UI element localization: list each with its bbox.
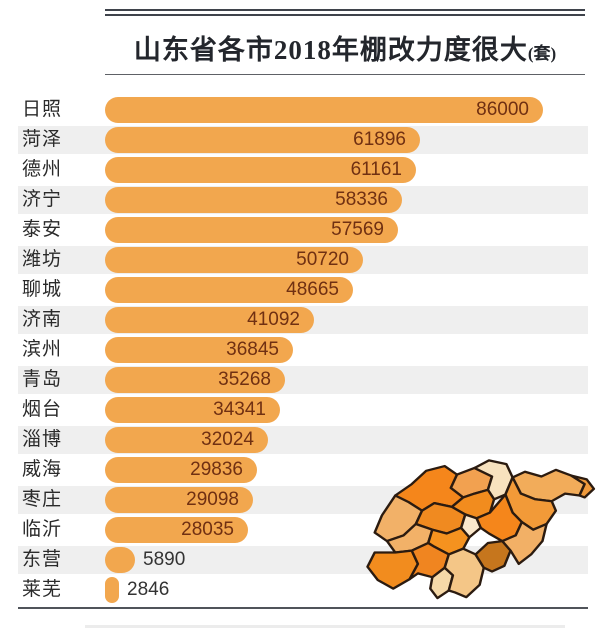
chart-row: 济宁 58336 — [0, 185, 600, 215]
shandong-map — [366, 459, 596, 600]
value-label-inside: 28035 — [181, 519, 234, 540]
chart-row: 济南 41092 — [0, 305, 600, 335]
value-label-inside: 32024 — [201, 429, 254, 450]
value-bar — [105, 457, 257, 483]
chart-row: 日照 86000 — [0, 95, 600, 125]
chart-row: 菏泽 61896 — [0, 125, 600, 155]
chart-row: 德州 61161 — [0, 155, 600, 185]
value-bar — [105, 427, 268, 453]
city-label: 滨州 — [22, 339, 63, 360]
value-bar — [105, 367, 285, 393]
chart-title-text: 山东省各市2018年棚改力度很大 — [133, 35, 528, 65]
city-label: 聊城 — [22, 279, 63, 300]
city-label: 日照 — [22, 99, 63, 120]
value-label-inside: 48665 — [286, 279, 339, 300]
city-label: 淄博 — [22, 429, 63, 450]
value-label-inside: 86000 — [476, 99, 529, 120]
value-label-inside: 36845 — [226, 339, 279, 360]
value-bar — [105, 547, 135, 573]
value-bar — [105, 247, 363, 273]
value-label-inside: 41092 — [247, 309, 300, 330]
value-label-outside: 5890 — [143, 549, 186, 570]
value-label-inside: 57569 — [331, 219, 384, 240]
value-bar — [105, 217, 398, 243]
value-bar — [105, 277, 353, 303]
value-label-inside: 58336 — [335, 189, 388, 210]
city-label: 菏泽 — [22, 129, 63, 150]
value-bar — [105, 127, 420, 153]
chart-row: 威海 29836 — [0, 455, 600, 485]
chart-row: 滨州 36845 — [0, 335, 600, 365]
value-label-inside: 61161 — [350, 159, 402, 180]
value-label-inside: 29098 — [186, 489, 239, 510]
bottom-artifact — [85, 625, 565, 628]
city-label: 济宁 — [22, 189, 63, 210]
value-bar — [105, 97, 543, 123]
map-region-coast-se — [501, 520, 548, 566]
value-bar — [105, 487, 253, 513]
city-label: 莱芜 — [22, 579, 63, 600]
chart-row: 青岛 35268 — [0, 365, 600, 395]
chart-row: 烟台 34341 — [0, 395, 600, 425]
city-label: 东营 — [22, 549, 63, 570]
chart-row: 临沂 28035 — [0, 515, 600, 545]
header-underline — [105, 74, 585, 75]
value-bar — [105, 337, 293, 363]
chart-row: 淄博 32024 — [0, 425, 600, 455]
value-label-inside: 50720 — [296, 249, 349, 270]
value-bar — [105, 307, 314, 333]
row-stripe — [18, 366, 588, 394]
value-label-outside: 2846 — [127, 579, 170, 600]
map-region-linyi — [443, 547, 486, 599]
chart-row: 聊城 48665 — [0, 275, 600, 305]
city-label: 德州 — [22, 159, 63, 180]
city-label: 济南 — [22, 309, 63, 330]
value-label-inside: 61896 — [353, 129, 406, 150]
map-region-heze — [366, 549, 420, 590]
map-region-laiwu — [459, 513, 482, 539]
value-bar — [105, 397, 280, 423]
chart-row: 潍坊 50720 — [0, 245, 600, 275]
chart-row: 莱芜 2846 — [0, 575, 600, 605]
city-label: 青岛 — [22, 369, 63, 390]
city-label: 威海 — [22, 459, 63, 480]
chart-title: 山东省各市2018年棚改力度很大(套) — [105, 28, 585, 67]
value-bar — [105, 187, 402, 213]
chart-row: 泰安 57569 — [0, 215, 600, 245]
value-label-inside: 34341 — [213, 399, 266, 420]
value-bar — [105, 157, 416, 183]
city-label: 枣庄 — [22, 489, 63, 510]
value-label-inside: 35268 — [218, 369, 271, 390]
bottom-rule — [18, 607, 588, 609]
city-label: 烟台 — [22, 399, 63, 420]
city-label: 潍坊 — [22, 249, 63, 270]
header-double-rule — [105, 9, 585, 16]
city-label: 泰安 — [22, 219, 63, 240]
map-region-weihai — [570, 474, 596, 499]
value-label-inside: 29836 — [190, 459, 243, 480]
city-label: 临沂 — [22, 519, 63, 540]
map-region-rizhao — [474, 539, 512, 573]
value-bar — [105, 577, 119, 603]
value-bar — [105, 517, 248, 543]
chart-title-unit: (套) — [527, 44, 557, 63]
